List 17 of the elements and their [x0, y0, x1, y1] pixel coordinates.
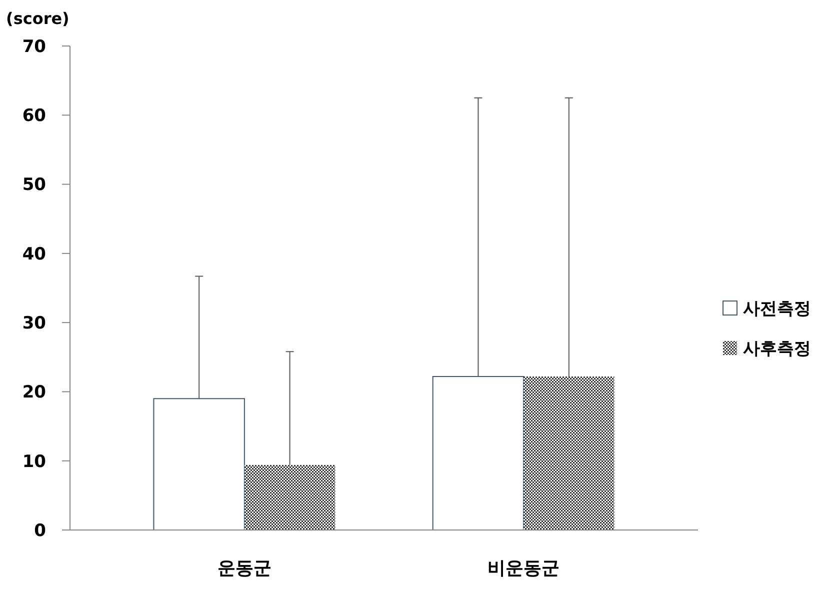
x-tick-label: 운동군 — [217, 558, 272, 579]
legend-label: 사후측정 — [743, 338, 811, 359]
y-axis-title: (score) — [6, 9, 70, 28]
y-tick-label: 20 — [22, 382, 46, 403]
x-tick-label: 비운동군 — [488, 558, 560, 579]
y-tick-label: 60 — [22, 106, 46, 126]
bar — [432, 376, 524, 530]
y-tick-label: 0 — [34, 520, 46, 541]
y-tick-label: 40 — [22, 244, 46, 264]
bar — [524, 376, 614, 530]
y-tick-label: 70 — [22, 36, 46, 57]
bar — [153, 398, 245, 530]
y-tick-label: 10 — [22, 452, 46, 472]
y-tick-label: 30 — [22, 314, 46, 334]
y-tick-label: 50 — [22, 175, 46, 196]
bar — [244, 465, 336, 530]
legend-label: 사전측정 — [743, 298, 811, 319]
